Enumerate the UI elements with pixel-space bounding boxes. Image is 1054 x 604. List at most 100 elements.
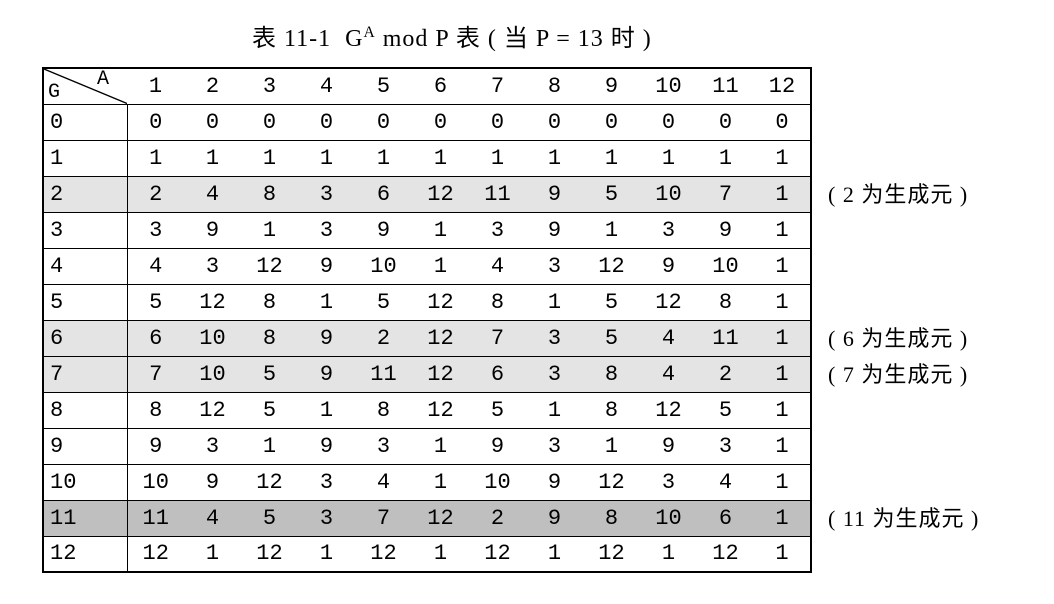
cell: 12 (469, 536, 526, 572)
cell: 1 (412, 212, 469, 248)
cell: 9 (526, 464, 583, 500)
row-header: 5 (43, 284, 127, 320)
cell: 3 (184, 428, 241, 464)
cell: 3 (526, 428, 583, 464)
table-row: 1111111111111 (43, 140, 811, 176)
row-header: 6 (43, 320, 127, 356)
cell: 10 (697, 248, 754, 284)
cell: 1 (754, 284, 811, 320)
cell: 1 (640, 140, 697, 176)
cell: 8 (241, 320, 298, 356)
cell: 5 (583, 320, 640, 356)
cell: 5 (697, 392, 754, 428)
cell: 10 (184, 320, 241, 356)
cell: 2 (127, 176, 184, 212)
cell: 4 (640, 320, 697, 356)
annotation-spacer (828, 427, 979, 463)
cell: 9 (526, 212, 583, 248)
cell: 0 (640, 104, 697, 140)
cell: 0 (583, 104, 640, 140)
table-row: 2248361211951071 (43, 176, 811, 212)
table-row: 101091234110912341 (43, 464, 811, 500)
cell: 1 (583, 212, 640, 248)
g-axis-label: G (48, 81, 60, 104)
cell: 12 (640, 284, 697, 320)
table-row: 6610892127354111 (43, 320, 811, 356)
cell: 4 (640, 356, 697, 392)
cell: 1 (526, 284, 583, 320)
row-header: 8 (43, 392, 127, 428)
cell: 12 (640, 392, 697, 428)
cell: 4 (355, 464, 412, 500)
cell: 3 (298, 212, 355, 248)
cell: 3 (526, 320, 583, 356)
cell: 2 (355, 320, 412, 356)
row-header: 11 (43, 500, 127, 536)
cell: 8 (583, 356, 640, 392)
mod-table: G A 1 2 3 4 5 6 7 8 9 10 11 12 000000000… (42, 67, 812, 573)
cell: 1 (754, 428, 811, 464)
cell: 12 (697, 536, 754, 572)
cell: 3 (127, 212, 184, 248)
col-header: 8 (526, 68, 583, 104)
col-header: 5 (355, 68, 412, 104)
table-row: 5512815128151281 (43, 284, 811, 320)
cell: 5 (127, 284, 184, 320)
generator-note: ( 7 为生成元 ) (828, 355, 979, 391)
cell: 3 (469, 212, 526, 248)
cell: 1 (412, 248, 469, 284)
cell: 1 (697, 140, 754, 176)
row-header: 7 (43, 356, 127, 392)
cell: 1 (754, 536, 811, 572)
row-header: 10 (43, 464, 127, 500)
cell: 9 (184, 212, 241, 248)
row-header: 12 (43, 536, 127, 572)
cell: 4 (697, 464, 754, 500)
col-header: 12 (754, 68, 811, 104)
col-header: 2 (184, 68, 241, 104)
cell: 1 (298, 140, 355, 176)
cell: 1 (469, 140, 526, 176)
table-row: 12121121121121121121 (43, 536, 811, 572)
cell: 12 (412, 392, 469, 428)
table-row: 8812518125181251 (43, 392, 811, 428)
cell: 6 (355, 176, 412, 212)
cell: 0 (184, 104, 241, 140)
cell: 9 (640, 248, 697, 284)
cell: 10 (355, 248, 412, 284)
cell: 9 (298, 428, 355, 464)
table-row: 11114537122981061 (43, 500, 811, 536)
cell: 12 (583, 536, 640, 572)
cell: 5 (355, 284, 412, 320)
col-header: 10 (640, 68, 697, 104)
cell: 7 (469, 320, 526, 356)
cell: 9 (355, 212, 412, 248)
cell: 1 (754, 464, 811, 500)
cell: 1 (754, 356, 811, 392)
cell: 0 (469, 104, 526, 140)
annotation-spacer (828, 103, 979, 139)
row-header: 1 (43, 140, 127, 176)
corner-cell: G A (43, 68, 127, 104)
cell: 10 (640, 500, 697, 536)
cell: 12 (583, 464, 640, 500)
table-row: 44312910143129101 (43, 248, 811, 284)
cell: 2 (697, 356, 754, 392)
annotation-spacer (828, 535, 979, 571)
cell: 1 (754, 248, 811, 284)
table-row: 3391391391391 (43, 212, 811, 248)
cell: 9 (184, 464, 241, 500)
cell: 3 (640, 464, 697, 500)
cell: 12 (355, 536, 412, 572)
cell: 8 (355, 392, 412, 428)
cell: 12 (583, 248, 640, 284)
page-root: 表 11-1 GA mod P 表 ( 当 P = 13 时 ) G A 1 2… (0, 0, 1054, 604)
cell: 1 (754, 212, 811, 248)
cell: 7 (697, 176, 754, 212)
annotation-spacer (828, 283, 979, 319)
cell: 1 (127, 140, 184, 176)
cell: 1 (754, 500, 811, 536)
cell: 5 (241, 392, 298, 428)
a-axis-label: A (97, 68, 109, 91)
cell: 3 (298, 176, 355, 212)
